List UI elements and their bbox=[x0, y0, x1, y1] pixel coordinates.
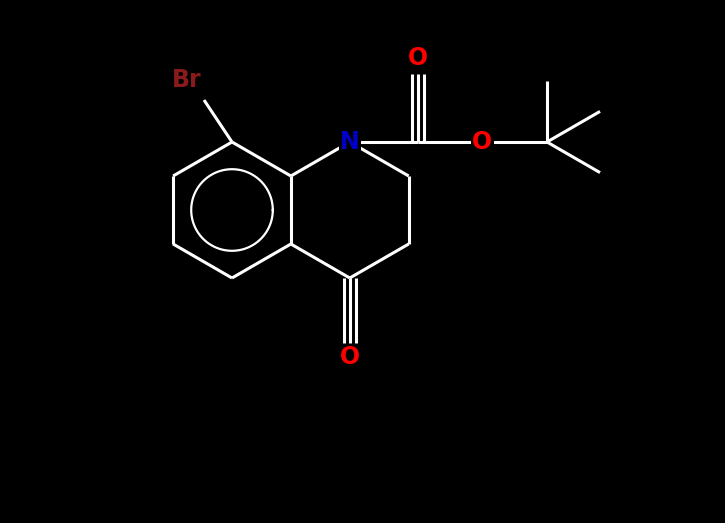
Text: N: N bbox=[340, 130, 360, 154]
Text: Br: Br bbox=[172, 68, 202, 92]
Text: O: O bbox=[472, 130, 492, 154]
Text: O: O bbox=[407, 46, 428, 70]
Text: O: O bbox=[340, 345, 360, 369]
